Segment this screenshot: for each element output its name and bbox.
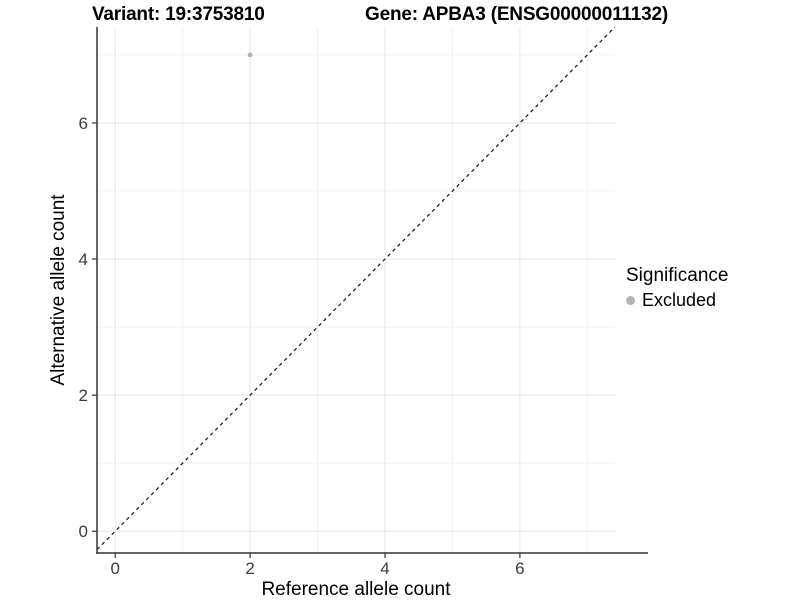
identity-dashed-line [96,26,616,551]
y-axis-title: Alternative allele count [48,194,69,386]
data-point [247,52,253,58]
legend: Significance Excluded [626,265,728,311]
x-tick-label: 2 [245,559,254,578]
plot-title-gene: Gene: APBA3 (ENSG00000011132) [365,4,668,25]
legend-item-label: Excluded [642,290,717,310]
legend-key-dot-icon [626,296,635,305]
y-tick-label: 2 [79,386,88,405]
x-tick-label: 6 [515,559,524,578]
plot-title-variant: Variant: 19:3753810 [92,4,265,25]
legend-title: Significance [626,265,729,286]
x-axis-title: Reference allele count [261,579,451,600]
y-tick-label: 4 [79,250,88,269]
x-tick-label: 4 [380,559,389,578]
legend-item: Excluded [626,290,728,311]
y-tick-label: 6 [79,114,88,133]
x-tick-label: 0 [110,559,119,578]
y-tick-label: 0 [79,522,88,541]
